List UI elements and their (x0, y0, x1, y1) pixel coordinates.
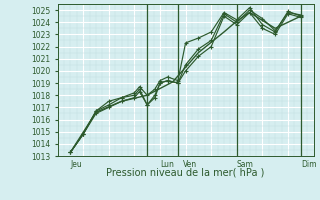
Text: Sam: Sam (237, 160, 254, 169)
X-axis label: Pression niveau de la mer( hPa ): Pression niveau de la mer( hPa ) (107, 167, 265, 177)
Text: Ven: Ven (183, 160, 197, 169)
Text: Dim: Dim (301, 160, 316, 169)
Text: Lun: Lun (160, 160, 174, 169)
Text: Jeu: Jeu (70, 160, 82, 169)
